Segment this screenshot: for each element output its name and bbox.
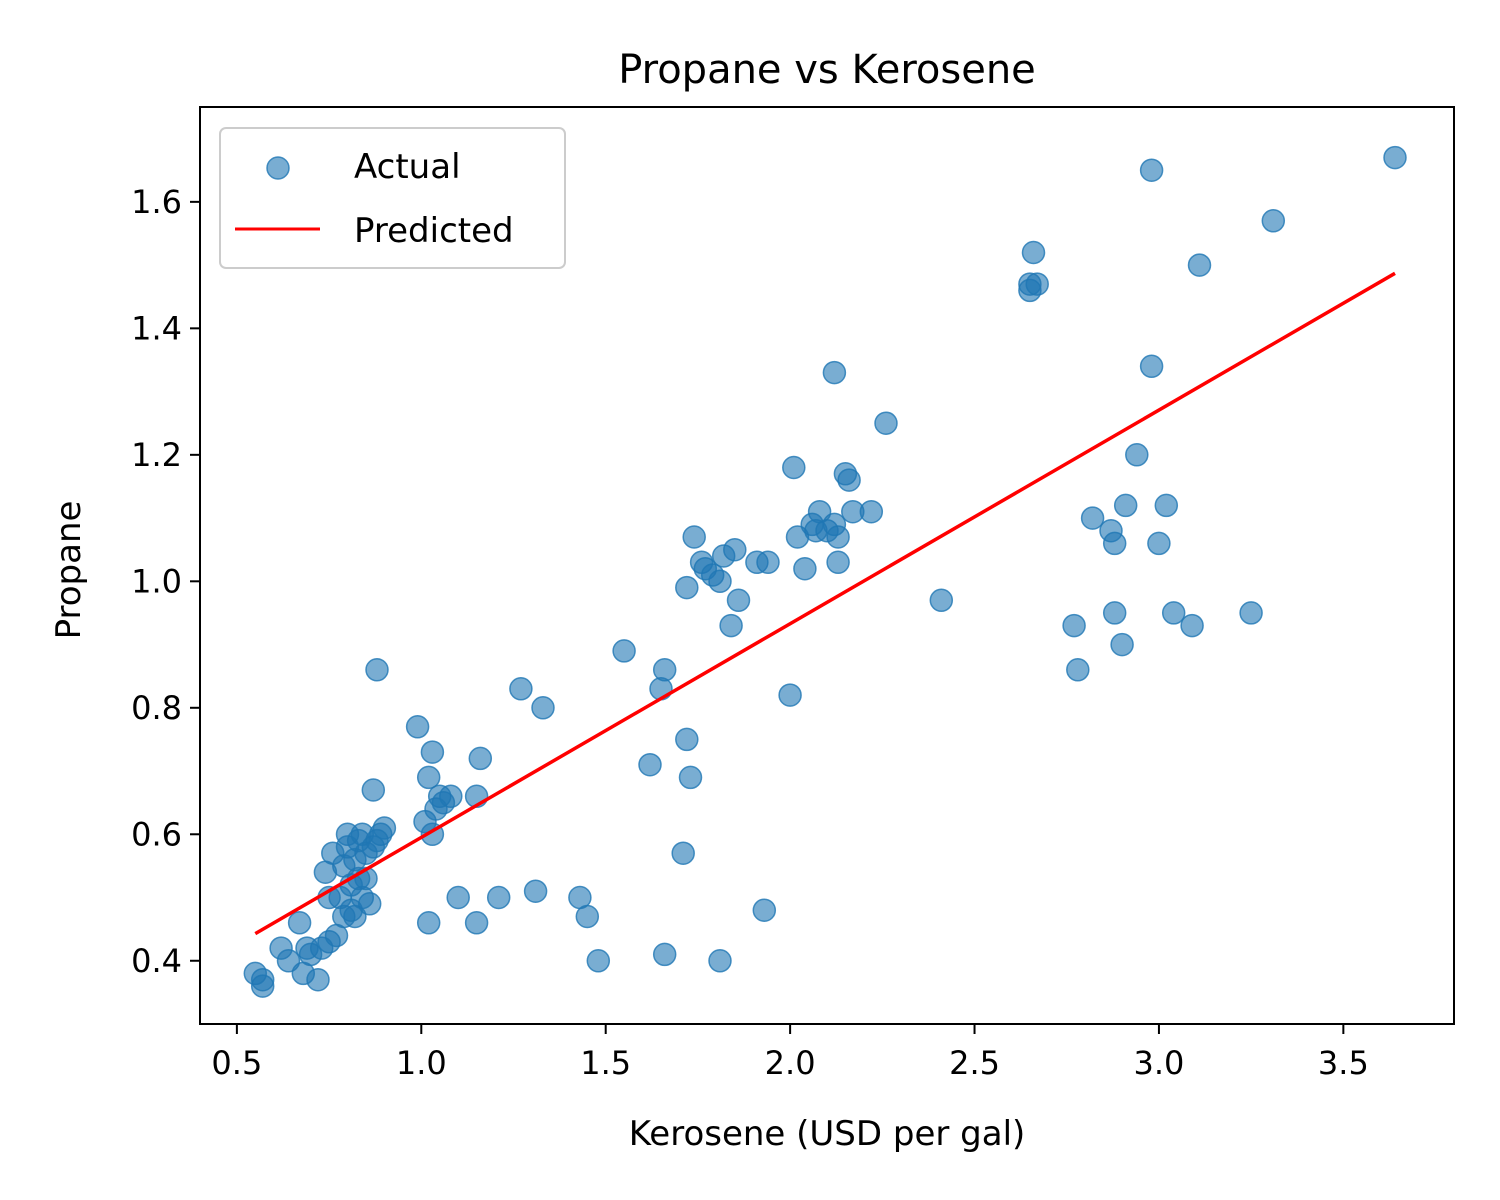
x-axis-label: Kerosene (USD per gal) (629, 1114, 1026, 1154)
data-point-82 (782, 455, 806, 480)
data-point-111 (1125, 443, 1149, 467)
data-point-37 (372, 816, 397, 840)
data-point-49 (464, 911, 489, 935)
legend: Actual Predicted (219, 127, 566, 269)
data-point-107 (1102, 531, 1127, 556)
data-point-89 (822, 360, 847, 385)
data-point-113 (1139, 158, 1164, 182)
data-point-119 (1239, 601, 1263, 625)
x-tick-label-0: 0.5 (211, 1044, 262, 1082)
data-point-84 (793, 556, 817, 581)
data-point-112 (1139, 354, 1164, 379)
data-point-80 (752, 898, 777, 922)
data-point-109 (1110, 632, 1134, 657)
data-point-61 (649, 677, 673, 701)
plot-frame (199, 106, 1455, 1025)
data-point-48 (446, 885, 470, 910)
data-point-5 (287, 911, 312, 935)
data-point-42 (420, 740, 445, 764)
data-point-74 (708, 949, 732, 973)
data-point-59 (612, 639, 636, 663)
data-point-53 (509, 677, 533, 701)
x-tick-label-4: 2.5 (949, 1044, 1000, 1082)
predicted-line (254, 271, 1396, 936)
y-tick-label-5: 1.4 (131, 309, 182, 347)
data-point-33 (361, 778, 386, 802)
data-point-54 (523, 879, 548, 903)
x-tick-label-1: 1.0 (396, 1044, 447, 1082)
x-tick-label-3: 2.0 (765, 1044, 816, 1082)
data-point-75 (719, 613, 743, 638)
data-point-94 (837, 468, 861, 492)
data-point-57 (575, 904, 600, 929)
data-point-120 (1261, 209, 1286, 233)
legend-label-predicted: Predicted (354, 211, 514, 251)
y-axis-ticks: 0.4 0.6 0.8 1.0 1.2 1.4 1.6 (131, 183, 200, 980)
legend-label-actual: Actual (354, 147, 461, 187)
legend-box (219, 127, 566, 269)
x-tick-label-5: 3.0 (1133, 1044, 1184, 1082)
y-tick-label-4: 1.2 (131, 436, 182, 474)
x-tick-label-2: 1.5 (580, 1044, 631, 1082)
data-point-67 (678, 765, 703, 790)
data-point-98 (929, 588, 954, 613)
data-point-58 (586, 949, 611, 973)
data-point-38 (405, 715, 430, 739)
data-point-110 (1113, 493, 1138, 518)
data-point-55 (531, 696, 555, 720)
data-point-92 (826, 550, 850, 575)
data-point-9 (306, 967, 330, 992)
data-point-72 (708, 569, 732, 594)
x-tick-label-6: 3.5 (1318, 1044, 1369, 1082)
data-point-77 (726, 588, 751, 613)
data-point-102 (1025, 272, 1049, 296)
y-axis-label: Propane (49, 501, 89, 640)
y-tick-label-3: 1.0 (131, 562, 182, 600)
data-point-65 (675, 727, 699, 752)
data-point-105 (1080, 506, 1105, 530)
data-point-117 (1180, 613, 1204, 638)
data-point-40 (416, 765, 441, 790)
data-point-52 (486, 885, 511, 910)
predicted-series (254, 271, 1396, 936)
y-tick-label-6: 1.6 (131, 183, 182, 221)
data-point-116 (1161, 601, 1186, 625)
data-point-97 (874, 411, 898, 435)
data-point-31 (357, 892, 382, 916)
data-point-81 (778, 683, 802, 707)
data-point-2 (250, 974, 275, 998)
data-point-104 (1066, 658, 1090, 682)
data-point-63 (652, 942, 677, 967)
data-point-68 (682, 525, 706, 549)
y-tick-label-0: 0.4 (131, 942, 182, 980)
chart-title: Propane vs Kerosene (618, 47, 1036, 93)
y-tick-label-1: 0.6 (131, 815, 182, 853)
actual-series (243, 145, 1407, 998)
data-point-76 (723, 537, 747, 562)
data-point-114 (1147, 531, 1171, 556)
data-point-91 (826, 525, 850, 549)
data-point-60 (638, 752, 662, 777)
data-point-35 (365, 658, 389, 682)
y-tick-label-2: 0.8 (131, 689, 182, 727)
data-point-121 (1383, 145, 1407, 170)
data-point-115 (1154, 493, 1179, 518)
data-point-62 (652, 658, 677, 682)
data-point-79 (756, 550, 780, 575)
data-point-51 (468, 746, 493, 771)
data-point-96 (859, 499, 884, 524)
data-point-41 (416, 911, 441, 935)
data-point-103 (1062, 613, 1086, 638)
data-point-66 (675, 575, 699, 600)
legend-marker-actual (266, 156, 290, 180)
x-axis-ticks: 0.5 1.0 1.5 2.0 2.5 3.0 3.5 (211, 1024, 1369, 1082)
data-point-108 (1102, 601, 1127, 625)
data-point-64 (671, 841, 695, 865)
data-point-101 (1021, 240, 1046, 265)
data-point-118 (1187, 253, 1212, 277)
data-point-47 (439, 784, 463, 809)
